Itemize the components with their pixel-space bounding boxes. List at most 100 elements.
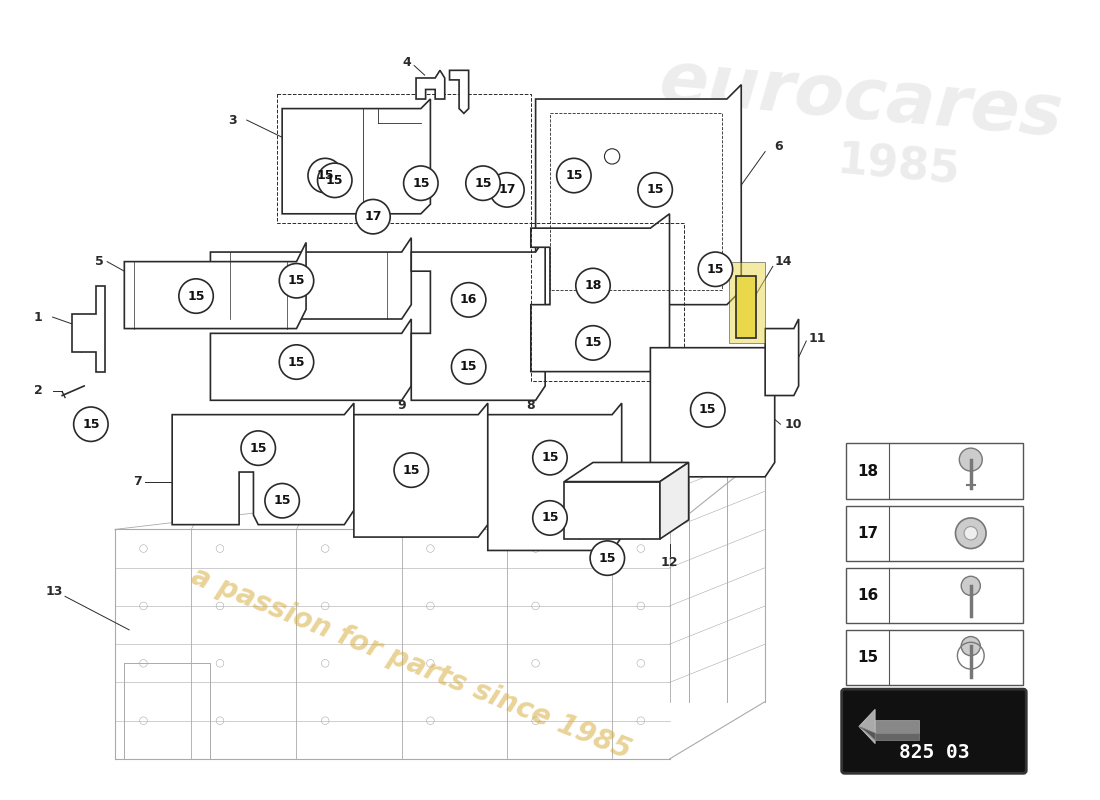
Text: 3: 3 <box>229 114 238 126</box>
Text: 18: 18 <box>857 463 878 478</box>
Circle shape <box>575 268 611 302</box>
Polygon shape <box>531 214 670 372</box>
Polygon shape <box>766 319 799 395</box>
Text: 15: 15 <box>541 511 559 525</box>
Circle shape <box>698 252 733 286</box>
Circle shape <box>575 326 611 360</box>
Circle shape <box>961 576 980 595</box>
Text: 12: 12 <box>661 556 679 570</box>
Bar <box>846 630 1023 686</box>
Circle shape <box>74 407 108 442</box>
Polygon shape <box>564 462 689 482</box>
Polygon shape <box>859 710 876 744</box>
Text: 15: 15 <box>584 337 602 350</box>
Text: 15: 15 <box>857 650 878 665</box>
Polygon shape <box>282 99 430 214</box>
Circle shape <box>241 431 275 466</box>
Circle shape <box>532 501 568 535</box>
Text: 15: 15 <box>326 174 343 187</box>
Circle shape <box>964 526 978 540</box>
Polygon shape <box>450 70 469 114</box>
Circle shape <box>179 279 213 314</box>
Circle shape <box>279 263 313 298</box>
Polygon shape <box>210 319 411 400</box>
Text: 18: 18 <box>584 279 602 292</box>
Circle shape <box>638 173 672 207</box>
FancyBboxPatch shape <box>842 689 1026 774</box>
Circle shape <box>532 441 568 475</box>
Text: 15: 15 <box>412 177 430 190</box>
Text: 14: 14 <box>774 255 792 268</box>
Text: 15: 15 <box>598 552 616 565</box>
Text: 15: 15 <box>706 262 724 276</box>
Circle shape <box>355 199 390 234</box>
Circle shape <box>961 637 980 656</box>
Polygon shape <box>660 462 689 539</box>
Circle shape <box>451 282 486 317</box>
Text: 5: 5 <box>95 255 103 268</box>
Polygon shape <box>564 482 660 539</box>
Polygon shape <box>876 733 920 740</box>
Bar <box>846 443 1023 499</box>
Text: 15: 15 <box>288 355 305 369</box>
Text: 15: 15 <box>541 451 559 464</box>
Text: 15: 15 <box>187 290 205 302</box>
Polygon shape <box>536 85 741 305</box>
Text: 15: 15 <box>698 403 716 416</box>
Text: 15: 15 <box>565 169 583 182</box>
Circle shape <box>557 158 591 193</box>
Text: 15: 15 <box>317 169 334 182</box>
Text: 16: 16 <box>460 294 477 306</box>
Text: 10: 10 <box>784 418 802 430</box>
Circle shape <box>959 448 982 471</box>
Circle shape <box>279 345 313 379</box>
Circle shape <box>956 518 986 549</box>
Text: 17: 17 <box>364 210 382 223</box>
Circle shape <box>590 541 625 575</box>
Text: 13: 13 <box>46 585 64 598</box>
Polygon shape <box>210 238 411 319</box>
Text: 15: 15 <box>647 183 664 196</box>
Text: 4: 4 <box>403 56 411 69</box>
Text: a passion for parts since 1985: a passion for parts since 1985 <box>187 562 636 765</box>
Circle shape <box>691 393 725 427</box>
Text: 15: 15 <box>82 418 100 430</box>
Text: 1: 1 <box>34 310 43 323</box>
Text: 15: 15 <box>288 274 305 287</box>
Polygon shape <box>650 336 774 477</box>
Text: 825 03: 825 03 <box>899 742 969 762</box>
Circle shape <box>465 166 501 201</box>
Circle shape <box>404 166 438 201</box>
Circle shape <box>451 350 486 384</box>
Bar <box>846 568 1023 623</box>
Circle shape <box>394 453 429 487</box>
Polygon shape <box>729 262 766 343</box>
Polygon shape <box>72 286 106 372</box>
Text: 17: 17 <box>857 526 878 541</box>
Text: 6: 6 <box>774 140 783 154</box>
Text: 15: 15 <box>250 442 267 454</box>
Polygon shape <box>411 238 546 400</box>
Text: 16: 16 <box>857 588 878 603</box>
Text: 15: 15 <box>403 464 420 477</box>
Text: 11: 11 <box>808 332 826 345</box>
Text: 17: 17 <box>498 183 516 196</box>
Polygon shape <box>173 403 354 525</box>
Polygon shape <box>416 70 444 99</box>
Polygon shape <box>737 276 756 338</box>
Circle shape <box>318 163 352 198</box>
Circle shape <box>308 158 342 193</box>
Text: 15: 15 <box>474 177 492 190</box>
Text: 9: 9 <box>397 398 406 411</box>
Circle shape <box>265 483 299 518</box>
Polygon shape <box>859 726 876 740</box>
Circle shape <box>490 173 524 207</box>
Text: eurocares: eurocares <box>656 47 1066 151</box>
Text: 15: 15 <box>460 360 477 374</box>
Text: 8: 8 <box>527 398 535 411</box>
Polygon shape <box>354 403 487 537</box>
Text: 2: 2 <box>34 384 43 398</box>
Text: 7: 7 <box>133 475 142 488</box>
Circle shape <box>605 149 619 164</box>
Polygon shape <box>487 403 622 550</box>
